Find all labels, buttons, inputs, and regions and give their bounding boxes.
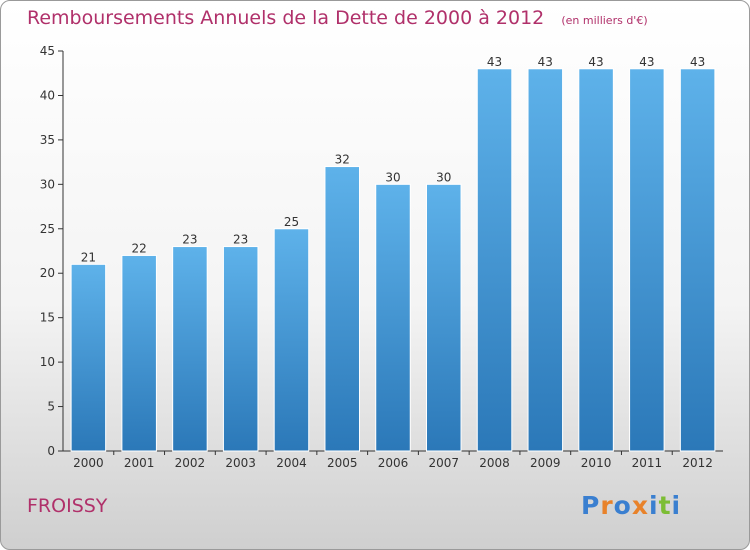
y-tick-label: 30 [40,177,55,191]
x-tick-label: 2006 [378,456,409,470]
y-tick-label: 40 [40,88,55,102]
y-tick-label: 45 [40,44,55,58]
title-row: Remboursements Annuels de la Dette de 20… [27,7,648,29]
x-tick-label: 2010 [581,456,612,470]
data-label: 43 [639,55,654,69]
logo-letter: r [600,491,614,520]
x-tick-label: 2004 [276,456,307,470]
data-label: 22 [132,241,147,255]
chart-unit: (en milliers d'€) [561,14,648,27]
data-label: 21 [81,250,96,264]
bar [629,68,665,452]
bar [324,166,360,452]
data-label: 30 [385,170,400,184]
logo-letter: t [658,491,672,520]
logo-letter: o [613,491,632,520]
x-tick-label: 2009 [530,456,561,470]
proxiti-logo[interactable]: Proxiti [581,491,681,520]
logo-letter: i [671,491,682,520]
x-tick-label: 2007 [428,456,459,470]
bar [70,263,107,452]
data-label: 43 [538,55,553,69]
x-tick-label: 2011 [632,456,663,470]
y-tick-label: 10 [40,355,55,369]
data-label: 30 [436,170,451,184]
bar [476,68,513,452]
x-tick-label: 2012 [682,456,713,470]
x-tick-label: 2005 [327,456,358,470]
bar [273,228,310,452]
data-label: 23 [233,233,248,247]
data-label: 43 [487,55,502,69]
logo-letter: P [581,491,601,520]
data-label: 43 [588,55,603,69]
bar [172,246,208,452]
logo-letter: i [649,491,659,520]
y-tick-label: 15 [40,311,55,325]
data-label: 32 [335,153,350,167]
bar [121,254,157,452]
x-tick-label: 2000 [73,456,104,470]
bar [679,68,716,452]
bar [375,183,411,452]
y-tick-label: 35 [40,133,55,147]
y-tick-label: 5 [47,400,55,414]
y-tick-label: 20 [40,266,55,280]
x-tick-label: 2002 [175,456,206,470]
logo-letter: x [631,491,649,520]
chart-title: Remboursements Annuels de la Dette de 20… [27,7,545,29]
y-tick-label: 0 [47,444,55,458]
bar [578,68,614,452]
bar [222,246,259,452]
bar [527,68,564,452]
bars: 21 22 23 23 25 32 30 30 43 43 43 43 43 [70,55,716,452]
x-tick-label: 2003 [225,456,256,470]
data-label: 25 [284,215,299,229]
place-name: FROISSY [27,495,108,517]
bar [426,183,462,452]
x-tick-label: 2008 [479,456,510,470]
data-label: 23 [182,233,197,247]
bar-chart: 0 5 10 15 20 25 30 35 40 45 2000 2001 2002 2003 2004 20… [40,44,723,470]
x-tick-label: 2001 [124,456,155,470]
y-tick-label: 25 [40,222,55,236]
data-label: 43 [690,55,705,69]
